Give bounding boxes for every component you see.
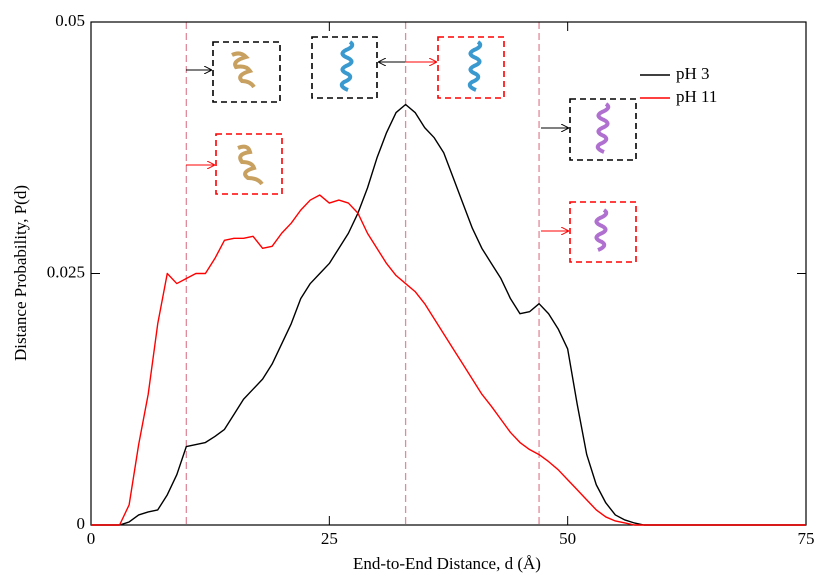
inset-box: [311, 36, 378, 99]
inset-structure: [594, 208, 609, 252]
x-tick-label: 25: [321, 529, 338, 548]
legend-label: pH 3: [676, 64, 710, 83]
x-axis-label: End-to-End Distance, d (Å): [353, 554, 541, 573]
inset-box: [215, 133, 283, 195]
inset-box: [212, 41, 281, 103]
x-tick-label: 50: [559, 529, 576, 548]
inset-structure: [595, 102, 611, 154]
inset-structure: [237, 144, 264, 186]
data-line: [91, 103, 806, 526]
legend-label: pH 11: [676, 87, 717, 106]
inset-structure: [339, 40, 355, 92]
data-line: [91, 194, 806, 526]
y-axis-label: Distance Probability, P(d): [11, 185, 30, 361]
structure-insets: [186, 36, 637, 263]
inset-box: [437, 36, 505, 99]
inset-box: [569, 201, 637, 263]
y-tick-label: 0.025: [47, 262, 85, 281]
inset-structure: [467, 40, 483, 92]
inset-structure: [231, 51, 256, 89]
x-tick-label: 75: [798, 529, 815, 548]
inset-box: [569, 98, 637, 161]
y-tick-label: 0: [77, 514, 86, 533]
y-tick-label: 0.05: [55, 11, 85, 30]
x-tick-label: 0: [87, 529, 96, 548]
